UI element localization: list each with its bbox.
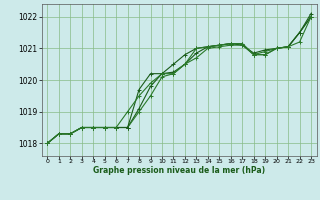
X-axis label: Graphe pression niveau de la mer (hPa): Graphe pression niveau de la mer (hPa) [93, 166, 265, 175]
